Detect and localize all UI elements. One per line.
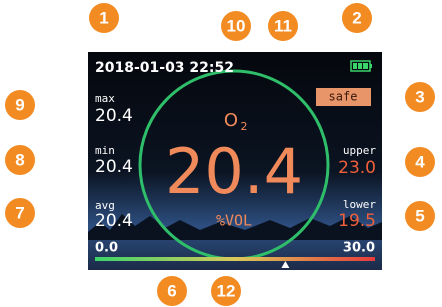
max-label: max: [95, 92, 115, 105]
min-value: 20.4: [95, 157, 133, 177]
scale-min: 0.0: [95, 241, 118, 256]
callout-number: 9: [15, 95, 24, 114]
callout-number: 10: [227, 16, 246, 35]
unit: %VOL: [216, 212, 252, 230]
scale-max: 30.0: [343, 241, 375, 256]
status: safe: [329, 90, 358, 104]
callout-number: 3: [415, 87, 424, 106]
callout-number: 2: [352, 8, 361, 27]
max-value: 20.4: [95, 106, 133, 126]
callout-number: 5: [415, 206, 424, 225]
callout-number: 6: [167, 281, 176, 300]
callout-number: 1: [99, 8, 108, 27]
reading: 20.4: [165, 135, 303, 208]
callout-number: 12: [217, 281, 236, 300]
callout-number: 4: [415, 152, 425, 171]
scale-bar: [95, 257, 375, 261]
callout-number: 7: [15, 203, 24, 222]
avg-value: 20.4: [95, 211, 133, 231]
lower-label: lower: [343, 198, 376, 211]
gas-subscript: 2: [241, 120, 248, 133]
min-label: min: [95, 144, 115, 157]
screenshot: 2018-01-03 22:52 safe max 20.4 min 20.4 …: [0, 0, 442, 307]
lower-value: 19.5: [338, 211, 376, 231]
datetime: 2018-01-03 22:52: [95, 60, 234, 76]
callout-number: 11: [274, 16, 292, 35]
upper-label: upper: [343, 144, 376, 157]
upper-value: 23.0: [338, 158, 376, 178]
callout-number: 8: [15, 150, 24, 169]
gas-name: O: [224, 110, 238, 131]
